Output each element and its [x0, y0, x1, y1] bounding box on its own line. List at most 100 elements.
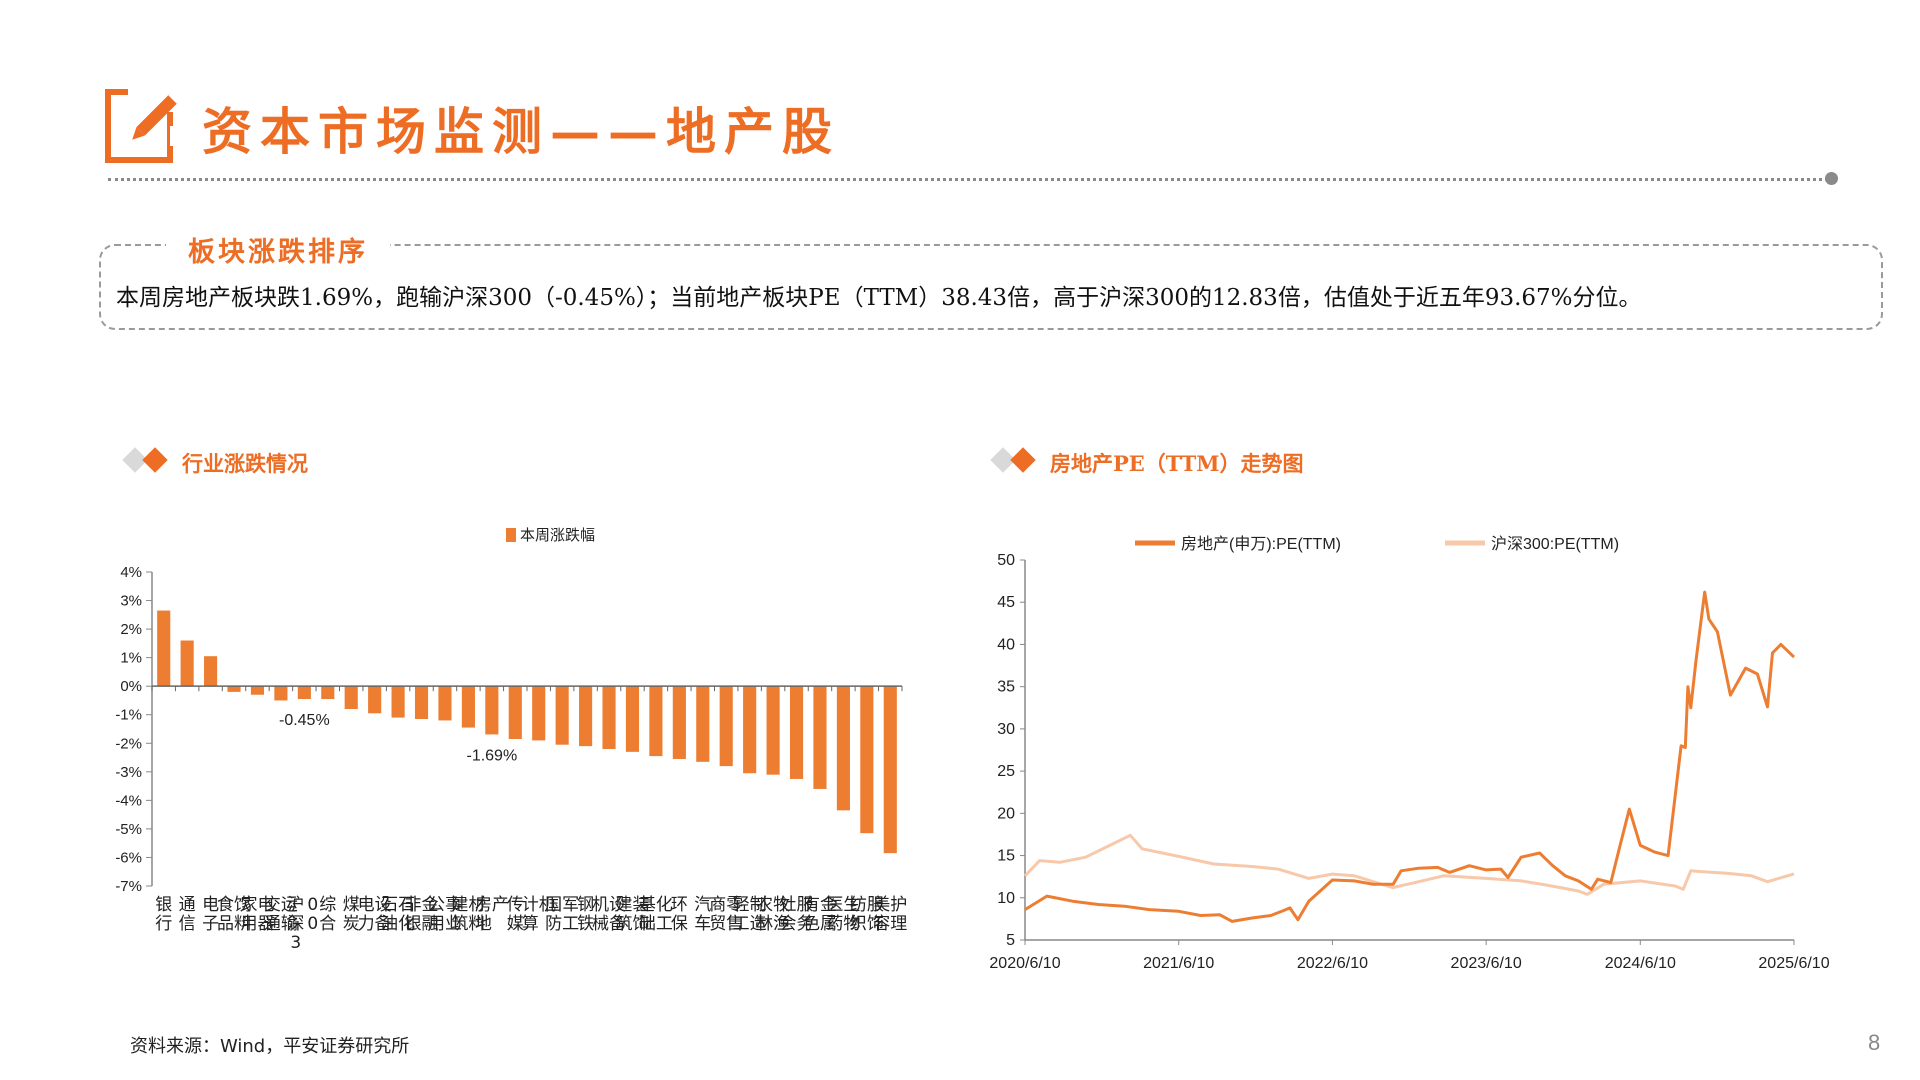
y-tick-label: -2% [115, 735, 142, 752]
y-tick-label: 50 [997, 552, 1015, 569]
category-label-国防军工: 国防军工 [545, 895, 579, 934]
legend-label-2: 沪深300:PE(TTM) [1491, 535, 1619, 553]
bar-通信 [180, 640, 194, 687]
category-label-机械设备: 机械设备 [592, 895, 626, 934]
category-label-交通运输: 交通运输 [264, 895, 298, 934]
bar-环保 [672, 686, 686, 759]
bar-机械设备 [602, 686, 616, 749]
bar-交通运输 [274, 686, 288, 701]
y-tick-label: -3% [115, 764, 142, 781]
industry-change-title: 行业涨跌情况 [182, 451, 308, 476]
category-label-环保: 环保 [671, 895, 688, 934]
category-label-基础化工: 基础化工 [639, 895, 673, 934]
pencil-note-icon [104, 86, 184, 166]
y-tick-label: 30 [997, 721, 1015, 738]
category-label-电力设备: 电力设备 [358, 895, 392, 934]
summary-heading: 板块涨跌排序 [166, 230, 390, 269]
y-tick-label: 15 [997, 848, 1015, 865]
bar-医药生物 [836, 686, 850, 811]
y-tick-label: 40 [997, 636, 1015, 653]
y-tick-label: 4% [120, 564, 142, 581]
category-label-银行: 银行 [155, 895, 172, 934]
legend-label: 本周涨跌幅 [520, 527, 595, 544]
bar-非银金融 [414, 686, 429, 720]
bar-轻工制造 [743, 686, 757, 774]
category-label-沪深300: 沪深 30 0 [287, 895, 318, 953]
category-label-传媒: 传媒 [507, 895, 524, 934]
category-label-通信: 通信 [179, 895, 196, 934]
y-tick-label: -6% [115, 849, 142, 866]
pe-trend-title: 房地产PE（TTM）走势图 [1050, 451, 1304, 476]
category-label-家用电器: 家用电器 [240, 895, 274, 934]
bar-国防军工 [555, 686, 569, 745]
y-tick-label: 45 [997, 594, 1015, 611]
y-tick-label: 10 [997, 890, 1015, 907]
data-annotation: -1.69% [466, 747, 517, 764]
y-tick-label: 3% [120, 593, 142, 610]
bar-公用事业 [438, 686, 452, 721]
category-label-石油石化: 石油石化 [381, 895, 415, 934]
bar-钢铁 [579, 686, 593, 747]
category-label-医药生物: 医药生物 [826, 895, 860, 934]
category-label-美容护理: 美容护理 [873, 895, 907, 934]
category-label-建筑材料: 建筑材料 [451, 895, 485, 934]
bar-农林牧渔 [766, 686, 780, 775]
bar-基础化工 [649, 686, 663, 757]
y-tick-label: 5 [1006, 932, 1015, 949]
real-estate-pe-line-chart: 房地产(申万):PE(TTM) 沪深300:PE(TTM) 5 10 15 20 25 30 3… [989, 535, 1829, 972]
bar-电子 [204, 656, 218, 687]
category-label-计算机: 计算机 [522, 895, 556, 934]
category-label-食品饮料: 食品饮料 [217, 895, 251, 934]
diamond-bullet-icon [990, 447, 1036, 473]
legend-label-1: 房地产(申万):PE(TTM) [1181, 535, 1341, 553]
category-label-商贸零售: 商贸零售 [709, 895, 743, 934]
summary-text: 本周房地产板块跌1.69%，跑输沪深300（-0.45%）；当前地产板块PE（T… [116, 285, 1642, 311]
x-tick-label: 2021/6/10 [1143, 955, 1214, 972]
x-tick-label: 2020/6/10 [989, 955, 1060, 972]
source-note: 资料来源：Wind，平安证券研究所 [130, 1036, 410, 1057]
category-label-有色金属: 有色金属 [803, 895, 837, 934]
y-tick-label: 35 [997, 679, 1015, 696]
y-tick-label: 20 [997, 805, 1015, 822]
bar-电力设备 [368, 686, 382, 714]
page-title: 资本市场监测——地产股 [202, 102, 840, 161]
bar-银行 [157, 610, 171, 687]
series-line-real-estate-pe [1024, 590, 1796, 923]
bar-石油石化 [391, 686, 405, 718]
x-tick-label: 2024/6/10 [1605, 955, 1676, 972]
bar-家用电器 [250, 686, 265, 695]
data-annotation: -0.45% [279, 712, 330, 729]
category-label-综合: 综合 [319, 895, 336, 934]
x-tick-label: 2023/6/10 [1451, 955, 1522, 972]
series-line-csi300-pe [1023, 833, 1795, 896]
bar-美容护理 [883, 686, 897, 854]
bar-计算机 [532, 686, 546, 741]
x-tick-label: 2022/6/10 [1297, 955, 1368, 972]
bar-沪深300 [297, 686, 311, 700]
summary-box [99, 244, 1883, 330]
industry-change-bar-chart: 本周涨跌幅 4% 3% 2% 1% 0% -1% -2% -3% -4% -5% -6% -7% 银行通信… [115, 527, 907, 953]
category-label-钢铁: 钢铁 [577, 895, 594, 934]
diamond-bullet-icon [122, 447, 168, 473]
bar-社会服务 [789, 686, 804, 779]
y-tick-label: 1% [120, 650, 142, 667]
divider-end-dot [1825, 172, 1838, 185]
category-label-社会服务: 社会服务 [780, 895, 814, 934]
y-tick-label: -4% [115, 792, 142, 809]
y-tick-label: 25 [997, 763, 1015, 780]
category-label-非银金融: 非银金融 [405, 895, 439, 934]
bar-纺织服饰 [860, 686, 874, 834]
bar-综合 [321, 686, 335, 700]
x-tick-label: 2025/6/10 [1758, 955, 1829, 972]
bar-传媒 [508, 686, 522, 739]
category-label-农林牧渔: 农林牧渔 [756, 895, 790, 934]
bar-建筑材料 [461, 686, 475, 728]
title-divider [108, 178, 1828, 181]
y-tick-label: -7% [115, 878, 142, 895]
y-tick-label: 0% [120, 678, 142, 695]
page-number: 8 [1868, 1030, 1881, 1055]
category-label-电子: 电子 [202, 895, 219, 934]
y-tick-label: -1% [115, 707, 142, 724]
category-label-建筑装饰: 建筑装饰 [615, 895, 649, 934]
bar-煤炭 [344, 686, 358, 710]
